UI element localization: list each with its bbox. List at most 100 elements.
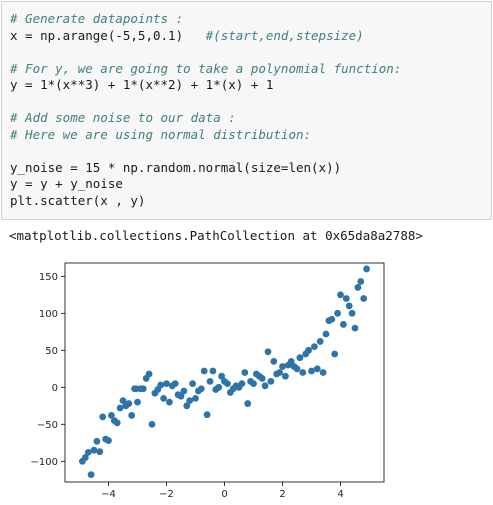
- x-tick-label: −4: [101, 489, 116, 500]
- code-line: y = 1*(x**3) + 1*(x**2) + 1*(x) + 1: [10, 77, 491, 94]
- scatter-point: [192, 394, 199, 402]
- code-line: plt.scatter(x , y): [10, 193, 491, 210]
- code-line: # Generate datapoints :: [10, 11, 491, 28]
- scatter-point: [116, 404, 124, 412]
- scatter-point: [125, 400, 133, 407]
- scatter-point: [342, 295, 350, 302]
- scatter-point: [311, 343, 318, 351]
- scatter-point: [313, 365, 321, 373]
- code-line: [10, 94, 491, 111]
- scatter-point: [128, 412, 136, 419]
- scatter-point: [282, 372, 289, 380]
- scatter-point: [183, 402, 191, 410]
- scatter-chart: −4 −2 0 2 4 −100 −50 0 50 100 150: [31, 262, 385, 500]
- scatter-point: [200, 367, 208, 375]
- scatter-point: [119, 397, 127, 405]
- scatter-point: [93, 437, 101, 445]
- code-comment: # Add some noise to our data :: [10, 110, 236, 125]
- scatter-point: [337, 291, 344, 299]
- scatter-point: [354, 284, 362, 291]
- code-line: y = y + y_noise: [10, 176, 491, 193]
- scatter-point: [105, 437, 112, 444]
- scatter-point: [224, 380, 231, 387]
- scatter-point: [238, 380, 246, 387]
- scatter-point: [203, 411, 211, 419]
- scatter-point: [250, 380, 257, 387]
- scatter-point: [113, 419, 121, 427]
- scatter-point: [215, 383, 223, 391]
- scatter-point: [351, 324, 359, 332]
- code-line: [10, 143, 491, 160]
- scatter-point: [348, 309, 356, 317]
- y-tick-label: −50: [37, 420, 58, 431]
- y-tick-label: −100: [31, 457, 58, 468]
- scatter-point: [340, 321, 347, 328]
- scatter-point: [334, 309, 341, 317]
- scatter-point: [331, 350, 339, 358]
- x-tick-label: 4: [337, 489, 343, 500]
- scatter-point: [319, 369, 327, 376]
- scatter-point: [293, 365, 301, 373]
- scatter-point: [148, 420, 156, 428]
- code-text: y = y + y_noise: [10, 176, 123, 191]
- y-tick-label: 100: [39, 309, 58, 320]
- scatter-point: [87, 471, 95, 479]
- code-text: y = 1*(x**3) + 1*(x**2) + 1*(x) + 1: [10, 77, 274, 92]
- scatter-point: [209, 367, 217, 375]
- x-tick-label: 2: [279, 489, 285, 500]
- scatter-point: [258, 375, 266, 382]
- code-line: x = np.arange(-5,5,0.1) #(start,end,step…: [10, 28, 491, 45]
- scatter-point: [96, 448, 104, 456]
- scatter-point: [270, 358, 278, 365]
- scatter-point: [160, 394, 168, 402]
- scatter-point: [305, 346, 312, 354]
- code-cell[interactable]: # Generate datapoints :x = np.arange(-5,…: [1, 1, 492, 220]
- scatter-point: [166, 398, 173, 406]
- scatter-point: [357, 278, 365, 285]
- scatter-point: [363, 265, 370, 273]
- scatter-point: [132, 385, 140, 393]
- scatter-point: [81, 454, 89, 461]
- scatter-point: [244, 400, 252, 407]
- code-line: y_noise = 15 * np.random.normal(size=len…: [10, 160, 491, 177]
- scatter-point: [328, 315, 336, 323]
- scatter-point: [99, 413, 107, 421]
- cell-output-text: <matplotlib.collections.PathCollection a…: [9, 228, 423, 243]
- scatter-point: [287, 358, 295, 365]
- code-text: y_noise = 15 * np.random.normal(size=len…: [10, 159, 342, 175]
- scatter-point: [264, 348, 272, 356]
- scatter-point: [276, 369, 283, 376]
- code-line: # For y, we are going to take a polynomi…: [10, 61, 491, 78]
- x-tick-label: 0: [221, 489, 227, 500]
- scatter-point: [177, 392, 185, 400]
- code-line: # Add some noise to our data :: [10, 110, 491, 127]
- x-tick-label: −2: [159, 489, 174, 500]
- scatter-point: [163, 380, 170, 387]
- code-text: plt.scatter(x , y): [10, 192, 146, 208]
- scatter-point: [134, 398, 141, 406]
- scatter-point: [157, 381, 165, 389]
- code-text: x = np.arange(-5,5,0.1): [10, 27, 206, 43]
- y-tick-label: 50: [45, 346, 58, 357]
- scatter-point: [279, 363, 286, 370]
- scatter-point: [218, 372, 226, 380]
- scatter-point: [322, 330, 330, 338]
- y-tick-label: 0: [52, 383, 58, 394]
- plot-frame: [64, 262, 385, 483]
- scatter-point: [180, 387, 188, 395]
- scatter-point: [299, 369, 307, 376]
- code-comment: # Generate datapoints :: [10, 11, 184, 26]
- code-line: [10, 44, 491, 61]
- scatter-point: [171, 380, 179, 387]
- code-comment: # Here we are using normal distribution:: [10, 126, 312, 142]
- scatter-point: [241, 369, 249, 376]
- scatter-point: [316, 338, 324, 345]
- scatter-point: [108, 412, 115, 419]
- scatter-point: [308, 367, 315, 375]
- scatter-point: [261, 382, 269, 390]
- scatter-point: [90, 446, 98, 454]
- scatter-point: [145, 370, 153, 378]
- scatter-point: [345, 302, 353, 310]
- scatter-point: [186, 397, 194, 405]
- scatter-point: [267, 377, 275, 385]
